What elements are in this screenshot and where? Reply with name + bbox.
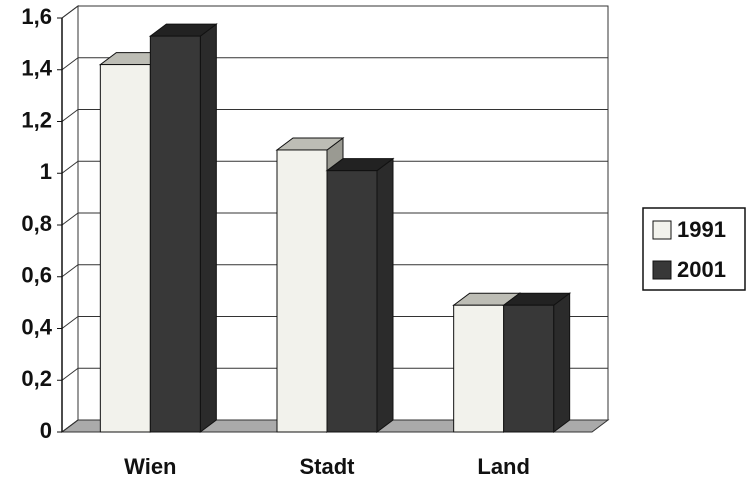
grid-line (61, 57, 79, 71)
grid-line (61, 367, 79, 381)
y-tick-label: 1,4 (21, 56, 52, 81)
x-tick-label: Wien (124, 454, 176, 479)
y-tick-label: 1,2 (21, 107, 52, 132)
legend-swatch (652, 220, 672, 240)
grid-line (61, 316, 79, 329)
bar (453, 304, 505, 433)
bar-side (376, 157, 394, 433)
legend-label: 1991 (677, 217, 726, 242)
legend-label: 2001 (677, 257, 726, 282)
y-tick-label: 1 (40, 159, 52, 184)
grid-line (61, 160, 79, 174)
grid-line (61, 5, 79, 19)
bar (276, 149, 328, 433)
grid-line (61, 264, 79, 278)
bar-side (553, 292, 571, 433)
grid-line (61, 212, 79, 226)
bar (149, 35, 201, 433)
y-tick-label: 0,2 (21, 366, 52, 391)
grid-line (61, 419, 79, 433)
y-tick-label: 0 (40, 418, 52, 443)
y-tick-label: 0,8 (21, 211, 52, 236)
bar-side (199, 23, 217, 433)
x-tick-label: Land (477, 454, 530, 479)
legend-swatch (652, 260, 672, 280)
y-tick-label: 0,6 (21, 263, 52, 288)
y-tick-label: 0,4 (21, 314, 52, 339)
x-tick-label: Stadt (300, 454, 356, 479)
bar (99, 64, 151, 433)
y-tick-label: 1,6 (21, 4, 52, 29)
grid-line (61, 109, 79, 122)
bar (503, 304, 555, 433)
bar (326, 170, 378, 433)
